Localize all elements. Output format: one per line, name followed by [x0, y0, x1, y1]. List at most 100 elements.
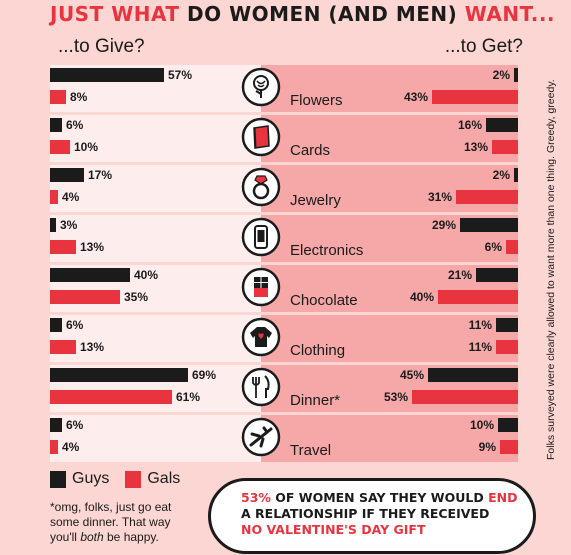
bar-get-guys [514, 168, 518, 182]
category-label: Electronics [290, 242, 363, 259]
chart-row-2: 17% 4% 2% 31% Jewelry [50, 165, 518, 212]
chart-row-3: 3%13% 29% 6% Electronics [50, 215, 518, 262]
chart-row-6: 69% 61% 45% 53% Dinner* [50, 365, 518, 412]
data-label-give-guys: 3% [60, 218, 78, 232]
bar-get-gals [438, 290, 518, 304]
data-label-give-guys: 40% [134, 268, 158, 282]
title-part-1: JUST WHAT [50, 2, 180, 26]
data-label-give-guys: 17% [88, 168, 112, 182]
data-label-get-guys: 11% [469, 318, 493, 332]
data-label-give-guys: 6% [66, 118, 84, 132]
category-label: Jewelry [290, 192, 341, 209]
bar-get-gals [506, 240, 518, 254]
footnote-line-3a: you'll [50, 530, 81, 544]
bar-give-gals [50, 340, 76, 354]
bar-give-guys [50, 118, 62, 132]
bar-give-guys [50, 418, 62, 432]
row-panel-give [50, 115, 261, 162]
data-label-get-gals: 53% [384, 390, 408, 404]
title-part-3: WANT... [464, 2, 556, 26]
chocolate-icon [254, 277, 268, 297]
footnote-line-3b: both [80, 530, 104, 544]
data-label-get-guys: 21% [448, 268, 472, 282]
row-panel-give [50, 315, 261, 362]
bar-give-gals [50, 290, 120, 304]
data-label-get-guys: 29% [432, 218, 456, 232]
bar-give-gals [50, 440, 58, 454]
footnote: *omg, folks, just go eat some dinner. Th… [50, 500, 220, 545]
callout-bubble: 53% OF WOMEN SAY THEY WOULD END A RELATI… [208, 478, 536, 554]
category-label: Dinner* [290, 392, 340, 409]
bar-give-guys [50, 268, 130, 282]
rose-icon [253, 75, 269, 98]
bar-give-guys [50, 218, 56, 232]
bar-give-guys [50, 318, 62, 332]
category-label: Travel [290, 442, 331, 459]
bar-give-guys [50, 168, 84, 182]
data-label-get-gals: 11% [469, 340, 493, 354]
legend-label-gals: Gals [147, 470, 181, 487]
bar-get-guys [498, 418, 518, 432]
chart-row-7: 6% 4% 10% 9% Travel [50, 415, 518, 462]
row-panel-give [50, 215, 261, 262]
row-panel-get [261, 165, 518, 212]
callout-line-2: A RELATIONSHIP IF THEY RECEIVED [241, 506, 490, 521]
bar-get-gals [412, 390, 518, 404]
data-label-get-gals: 40% [410, 290, 434, 304]
data-label-get-guys: 10% [470, 418, 494, 432]
sweater-icon [250, 327, 272, 347]
data-label-get-guys: 45% [400, 368, 424, 382]
data-label-give-gals: 13% [80, 340, 104, 354]
bar-give-gals [50, 190, 58, 204]
icon-circle [241, 167, 281, 207]
bar-give-guys [50, 68, 164, 82]
give-label: ...to Give? [58, 36, 145, 57]
bar-give-gals [50, 240, 76, 254]
data-label-give-gals: 8% [70, 90, 88, 104]
title-part-2: DO WOMEN (AND MEN) [179, 2, 465, 26]
bar-give-gals [50, 90, 66, 104]
icon-circle [241, 367, 281, 407]
ring-icon [252, 175, 270, 200]
footnote-line-1: *omg, folks, just go eat [50, 500, 172, 514]
phone-icon [254, 225, 268, 249]
chart-row-5: 6% 13% 11% 11% Clothing [50, 315, 518, 362]
row-panel-get [261, 415, 518, 462]
chart-title: JUST WHAT DO WOMEN (AND MEN) WANT... [50, 2, 555, 26]
chart-row-0: 57% 8% 2% 43% Flowers [50, 65, 518, 112]
footnote-line-2: some dinner. That way [50, 515, 171, 529]
data-label-get-gals: 43% [404, 90, 428, 104]
bar-give-guys [50, 368, 188, 382]
data-label-get-guys: 16% [458, 118, 482, 132]
row-panel-get [261, 265, 518, 312]
data-label-get-gals: 13% [464, 140, 488, 154]
row-panel-get [261, 315, 518, 362]
legend-label-guys: Guys [72, 470, 110, 487]
category-label: Flowers [290, 92, 343, 109]
row-panel-get [261, 115, 518, 162]
data-label-give-guys: 6% [66, 318, 84, 332]
bar-get-guys [460, 218, 518, 232]
category-label: Cards [290, 142, 330, 159]
data-label-give-gals: 61% [176, 390, 200, 404]
bar-get-gals [500, 440, 518, 454]
chart-row-4: 40% 35% 21% 40% Chocolate [50, 265, 518, 312]
side-note: Folks surveyed were clearly allowed to w… [545, 79, 557, 460]
data-label-give-gals: 10% [74, 140, 98, 154]
bar-get-guys [514, 68, 518, 82]
data-label-get-guys: 2% [493, 168, 511, 182]
category-label: Chocolate [290, 292, 358, 309]
row-panel-give [50, 415, 261, 462]
legend-swatch-guys [50, 470, 66, 488]
data-label-give-gals: 4% [62, 440, 80, 454]
callout-pct: 53% [241, 490, 271, 505]
bar-get-gals [496, 340, 518, 354]
bar-get-gals [456, 190, 518, 204]
legend: Guys Gals [50, 470, 196, 488]
get-label: ...to Get? [444, 36, 523, 57]
data-label-give-guys: 57% [168, 68, 192, 82]
data-label-give-gals: 13% [80, 240, 104, 254]
data-label-give-gals: 4% [62, 190, 80, 204]
bar-get-gals [432, 90, 518, 104]
